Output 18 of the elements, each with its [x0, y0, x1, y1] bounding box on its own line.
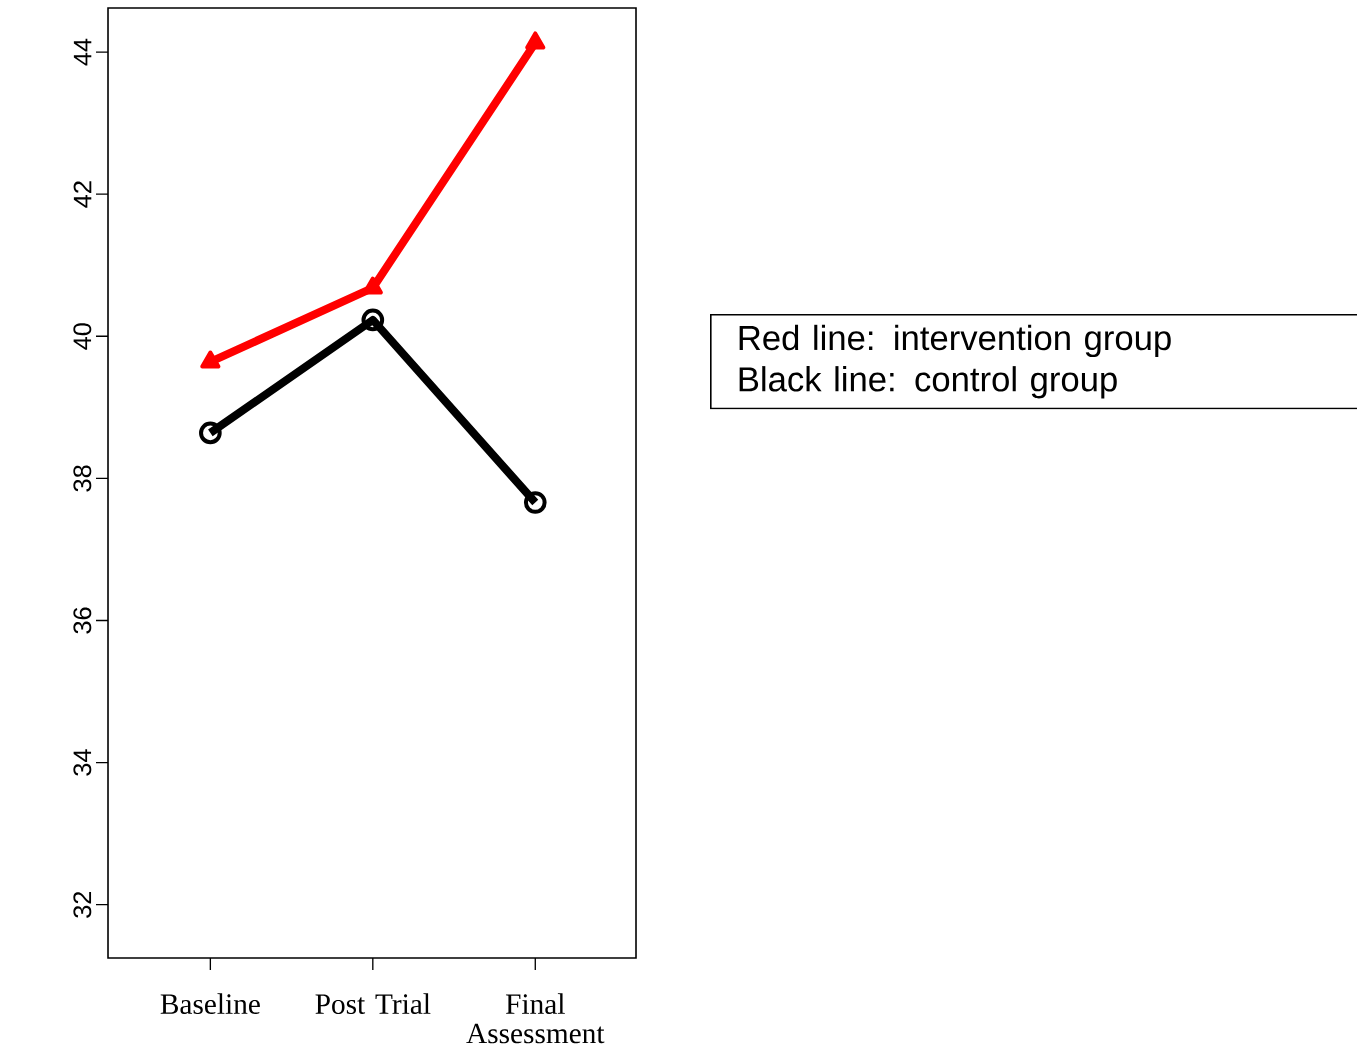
point	[525, 31, 546, 50]
point	[199, 421, 222, 445]
x-tick-label: Baseline	[160, 993, 260, 1015]
text: Black line: control group	[739, 366, 1117, 399]
y-tick-label: 42	[73, 181, 92, 208]
point	[200, 350, 221, 369]
y-tick-label: 36	[73, 607, 92, 634]
text: Red line: intervention group	[739, 324, 1171, 358]
y-tick-label: 32	[73, 891, 92, 918]
point	[523, 491, 547, 514]
y-tick-label: 34	[73, 749, 92, 776]
y-tick-label: 38	[73, 465, 92, 492]
x-tick-label: Final Assessment	[466, 993, 605, 1044]
x-tick-label: Post Trial	[315, 993, 431, 1015]
y-tick-label: 40	[73, 323, 92, 350]
point	[362, 276, 383, 295]
point	[361, 308, 385, 332]
y-tick-label: 44	[73, 38, 92, 66]
